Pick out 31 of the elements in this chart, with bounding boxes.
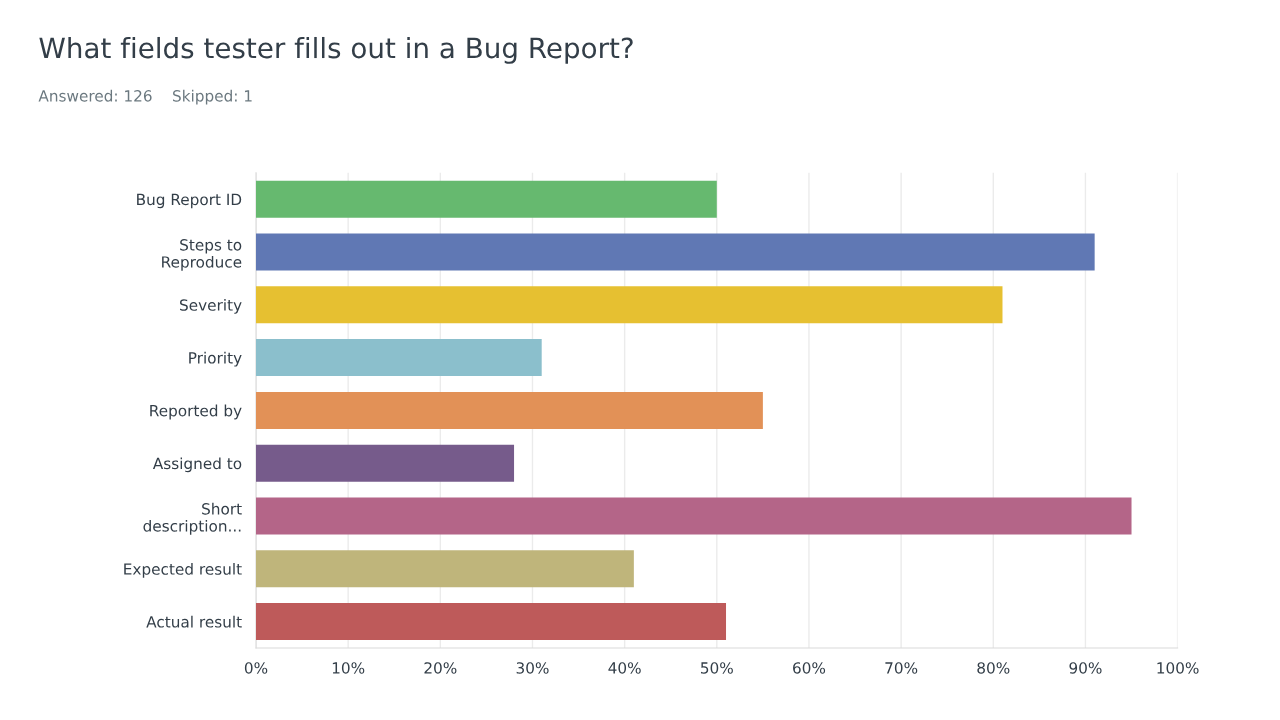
y-tick-label: Priority xyxy=(189,351,242,367)
x-tick-label: 90% xyxy=(1069,662,1102,674)
x-tick-label: 10% xyxy=(332,662,365,674)
x-tick-label: 50% xyxy=(701,662,733,674)
bar xyxy=(256,180,717,218)
x-tick-label: 40% xyxy=(608,662,641,674)
bar xyxy=(256,550,634,588)
x-tick-label: 70% xyxy=(885,662,918,674)
bar xyxy=(256,233,1095,271)
y-tick-label: Steps to Reproduce xyxy=(162,239,242,271)
y-tick-label: Actual result xyxy=(146,615,242,628)
bar xyxy=(256,497,1132,535)
y-tick-label: Expected result xyxy=(124,563,242,578)
y-tick-label: Short description... xyxy=(143,502,242,535)
bar xyxy=(256,339,542,377)
x-tick-label: 0% xyxy=(244,662,268,674)
x-tick-label: 60% xyxy=(793,662,826,674)
bar xyxy=(256,603,727,641)
y-tick-label: Assigned to xyxy=(152,457,242,473)
bar xyxy=(256,391,763,429)
y-tick-label: Bug Report ID xyxy=(137,193,242,209)
x-tick-label: 100% xyxy=(1157,662,1199,674)
bar xyxy=(256,286,1003,324)
x-tick-label: 20% xyxy=(424,662,457,674)
chart-title: What fields tester fills out in a Bug Report? xyxy=(39,36,633,64)
y-tick-label: Severity xyxy=(180,299,242,314)
x-tick-label: 30% xyxy=(516,662,549,674)
x-tick-label: 80% xyxy=(977,662,1010,674)
chart-subtitle: Answered: 126 Skipped: 1 xyxy=(38,89,252,105)
y-tick-label: Reported by xyxy=(150,404,242,420)
bar xyxy=(256,444,515,482)
